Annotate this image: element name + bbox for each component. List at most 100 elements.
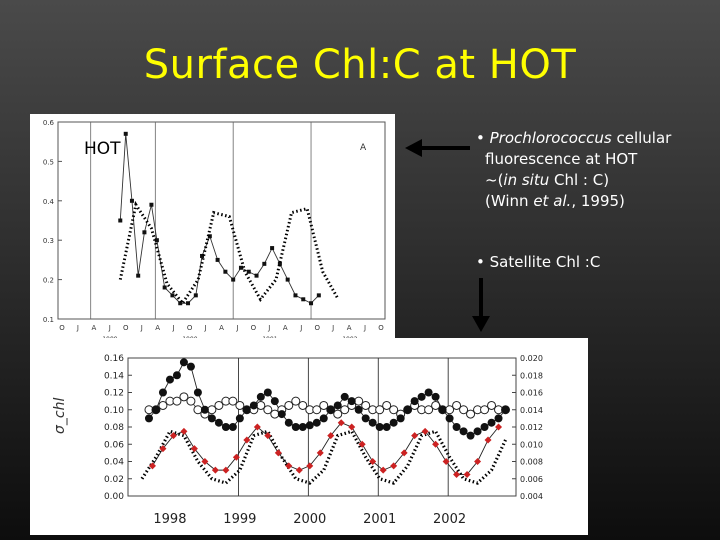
note1-line2: fluorescence at HOT (485, 150, 638, 168)
data-point-filled-circle (389, 418, 398, 427)
data-point-square (170, 293, 175, 298)
down-arrow-icon (472, 278, 490, 332)
model-dotted-line (118, 200, 340, 306)
data-point-red-diamond (348, 423, 356, 431)
y-tick-label-left: 0.14 (104, 371, 124, 381)
y-axis-label: σ_chl (52, 398, 68, 434)
data-point-filled-circle (452, 423, 461, 431)
data-point-filled-circle (256, 392, 265, 401)
x-tick-label: A (347, 324, 352, 332)
data-point-square (293, 293, 298, 298)
data-point-open-circle (284, 400, 294, 410)
data-point-filled-circle (165, 375, 174, 384)
data-point-red-diamond (243, 436, 251, 444)
data-point-filled-circle (172, 371, 181, 380)
data-point-square (238, 265, 243, 270)
data-point-square (246, 269, 251, 274)
data-point-filled-circle (459, 427, 468, 436)
data-point-red-diamond (369, 458, 377, 465)
data-point-square (231, 277, 236, 282)
data-point-red-diamond (327, 432, 335, 440)
x-tick-label: O (123, 324, 129, 332)
note1-line4-post: , 1995) (571, 192, 625, 210)
x-tick-label: 1999 (223, 512, 256, 527)
data-point-filled-circle (326, 405, 335, 414)
data-point-filled-circle (480, 423, 489, 431)
data-point-filled-circle (382, 423, 391, 431)
data-point-red-diamond (169, 432, 177, 440)
data-point-filled-circle (221, 423, 230, 431)
note1-line4-italic: et al. (533, 192, 572, 210)
data-point-open-circle (459, 405, 469, 415)
data-point-square (186, 301, 191, 306)
x-tick-label: 2001 (363, 512, 396, 527)
y-tick-label-right: 0.016 (520, 389, 543, 398)
data-point-square (178, 301, 183, 306)
slide-title: Surface Chl:C at HOT (143, 42, 577, 88)
data-point-filled-circle (487, 418, 496, 427)
data-point-square (200, 253, 205, 258)
data-point-open-circle (452, 400, 462, 410)
data-point-filled-circle (445, 414, 454, 423)
data-point-open-circle (158, 400, 168, 410)
note2-text: Satellite Chl :C (489, 253, 601, 271)
x-tick-label: J (267, 324, 270, 332)
note2-line1: • Satellite Chl :C (476, 252, 711, 273)
hot-label: HOT (84, 139, 121, 159)
data-point-filled-circle (214, 418, 223, 427)
data-point-filled-circle (403, 405, 412, 414)
data-point-filled-circle (473, 427, 482, 436)
bullet: • (476, 253, 485, 271)
data-point-red-diamond (390, 462, 398, 470)
data-point-red-diamond (379, 466, 387, 474)
data-point-filled-circle (249, 401, 258, 410)
y-tick-label-right: 0.004 (520, 492, 543, 501)
data-point-square (285, 277, 290, 282)
data-point-open-circle (487, 400, 497, 410)
x-tick-label: J (172, 324, 175, 332)
data-point-red-diamond (274, 449, 282, 457)
data-point-filled-circle (354, 405, 363, 414)
data-point-red-diamond (358, 440, 366, 448)
series-line (152, 422, 499, 475)
data-point-red-diamond (442, 458, 450, 465)
data-point-filled-circle (333, 401, 342, 410)
note-satellite: • Satellite Chl :C (476, 252, 711, 273)
data-point-red-diamond (148, 462, 156, 470)
y-tick-label-left: 0.06 (104, 440, 124, 450)
data-point-filled-circle (410, 397, 419, 406)
data-point-open-circle (291, 396, 301, 406)
y-tick-label: 0.3 (43, 237, 54, 245)
data-point-open-circle (186, 396, 196, 406)
data-point-open-circle (480, 405, 490, 415)
y-tick-label-left: 0.00 (104, 492, 124, 502)
data-point-red-diamond (264, 432, 272, 440)
series-line (119, 133, 320, 304)
y-tick-label-left: 0.02 (104, 475, 124, 485)
data-point-filled-circle (396, 414, 405, 423)
data-point-red-diamond (201, 458, 209, 465)
data-point-open-circle (466, 409, 476, 419)
x-tick-label: J (76, 324, 79, 332)
bullet: • (476, 129, 485, 147)
x-tick-label: A (219, 324, 224, 332)
y-tick-label-right: 0.018 (520, 371, 543, 380)
data-point-square (193, 293, 198, 298)
y-tick-label-right: 0.010 (520, 440, 543, 449)
data-point-red-diamond (337, 419, 345, 427)
x-tick-label: 1998 (153, 512, 186, 527)
data-point-filled-circle (298, 423, 307, 431)
x-tick-label: O (251, 324, 257, 332)
x-tick-label: 2002 (433, 512, 466, 527)
data-point-red-diamond (180, 427, 188, 435)
y-tick-label: 0.6 (43, 119, 55, 127)
data-point-filled-circle (312, 418, 321, 427)
y-tick-label-left: 0.16 (104, 354, 124, 364)
data-point-square (149, 202, 154, 207)
data-point-open-circle (235, 400, 245, 410)
data-point-red-diamond (400, 449, 408, 457)
data-point-filled-circle (144, 414, 153, 423)
data-point-filled-circle (242, 405, 251, 414)
x-tick-label: A (283, 324, 288, 332)
